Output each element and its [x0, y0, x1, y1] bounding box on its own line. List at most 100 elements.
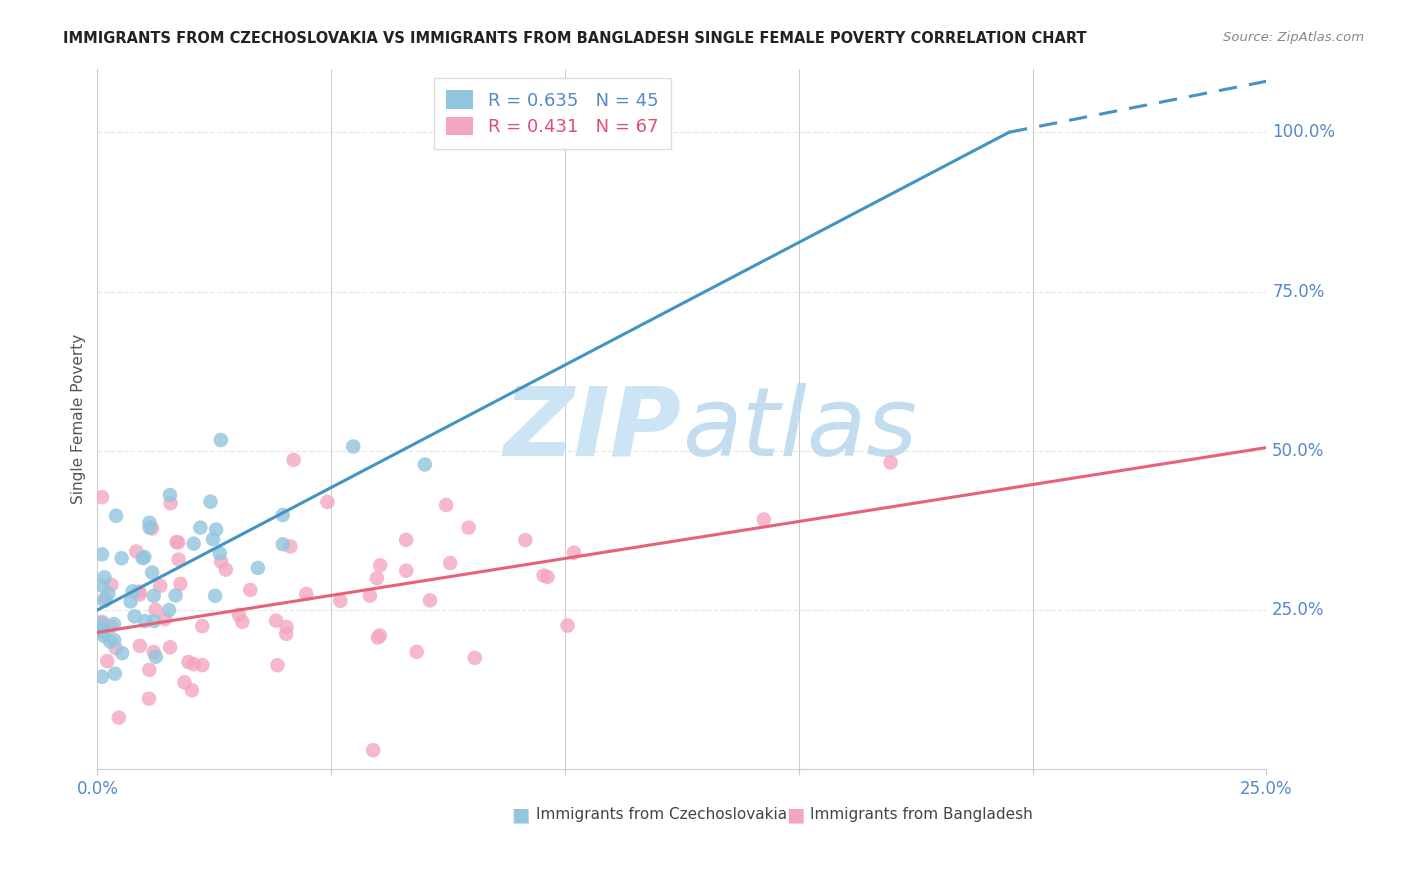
- Point: [100, 619, 122, 633]
- Point: [132, 551, 155, 566]
- Point: [94, 591, 117, 606]
- Point: [145, 649, 167, 664]
- Point: [138, 520, 160, 534]
- Point: [91, 547, 114, 561]
- Text: Source: ZipAtlas.com: Source: ZipAtlas.com: [1223, 31, 1364, 45]
- Point: [159, 496, 181, 510]
- Point: [464, 650, 486, 665]
- Point: [316, 495, 339, 509]
- Point: [405, 645, 427, 659]
- Point: [515, 533, 537, 547]
- Point: [329, 594, 352, 608]
- Point: [91, 578, 114, 592]
- Point: [149, 579, 172, 593]
- Point: [103, 617, 125, 632]
- Point: [159, 640, 181, 655]
- Point: [124, 609, 146, 624]
- Point: [125, 544, 148, 558]
- Point: [97, 587, 120, 601]
- Point: [153, 612, 176, 626]
- Point: [368, 558, 391, 573]
- Point: [107, 711, 129, 725]
- Point: [91, 670, 114, 684]
- Point: [96, 654, 118, 668]
- Point: [209, 554, 232, 568]
- Point: [183, 536, 205, 550]
- Point: [142, 589, 165, 603]
- Point: [368, 628, 391, 642]
- Point: [246, 561, 269, 575]
- Point: [367, 631, 389, 645]
- Point: [93, 570, 115, 584]
- Point: [110, 551, 132, 566]
- Point: [266, 658, 288, 673]
- Point: [457, 521, 479, 535]
- Text: ZIP: ZIP: [503, 383, 682, 476]
- Point: [191, 658, 214, 673]
- Point: [138, 516, 160, 530]
- Point: [91, 624, 114, 638]
- Point: [166, 535, 188, 549]
- Point: [93, 629, 115, 643]
- Point: [167, 535, 190, 549]
- Text: 50.0%: 50.0%: [1272, 442, 1324, 459]
- Point: [419, 593, 441, 607]
- Text: Immigrants from Bangladesh: Immigrants from Bangladesh: [810, 807, 1033, 822]
- Point: [169, 577, 191, 591]
- Point: [190, 520, 212, 534]
- Text: atlas: atlas: [682, 383, 917, 476]
- Text: 25.0%: 25.0%: [1272, 601, 1324, 619]
- Point: [128, 587, 150, 601]
- Point: [104, 666, 127, 681]
- Point: [562, 546, 585, 560]
- Point: [879, 455, 901, 469]
- Point: [103, 633, 125, 648]
- Point: [205, 523, 228, 537]
- Text: 75.0%: 75.0%: [1272, 283, 1324, 301]
- Point: [200, 494, 222, 508]
- Point: [138, 663, 160, 677]
- Point: [142, 645, 165, 659]
- Text: Immigrants from Czechoslovakia: Immigrants from Czechoslovakia: [536, 807, 787, 822]
- Point: [183, 657, 205, 672]
- Point: [557, 618, 579, 632]
- Point: [167, 552, 190, 566]
- Point: [134, 614, 156, 628]
- Point: [91, 615, 114, 629]
- Text: ■: ■: [512, 805, 530, 824]
- Point: [128, 639, 150, 653]
- Point: [138, 691, 160, 706]
- Point: [202, 533, 225, 547]
- Y-axis label: Single Female Poverty: Single Female Poverty: [72, 334, 86, 504]
- Point: [104, 641, 127, 656]
- Point: [91, 624, 114, 638]
- Legend: R = 0.635   N = 45, R = 0.431   N = 67: R = 0.635 N = 45, R = 0.431 N = 67: [433, 78, 671, 149]
- Point: [209, 433, 232, 447]
- Point: [134, 549, 156, 564]
- Point: [276, 620, 298, 634]
- Text: ■: ■: [786, 805, 804, 824]
- Point: [295, 587, 318, 601]
- Point: [413, 458, 436, 472]
- Point: [105, 508, 128, 523]
- Point: [366, 571, 388, 585]
- Point: [121, 584, 143, 599]
- Point: [395, 533, 418, 547]
- Point: [141, 521, 163, 535]
- Point: [100, 578, 122, 592]
- Point: [191, 619, 214, 633]
- Point: [91, 624, 114, 639]
- Point: [98, 634, 121, 648]
- Point: [271, 508, 294, 522]
- Point: [280, 540, 302, 554]
- Point: [361, 743, 384, 757]
- Text: 100.0%: 100.0%: [1272, 123, 1336, 141]
- Point: [752, 512, 775, 526]
- Point: [215, 563, 238, 577]
- Point: [177, 655, 200, 669]
- Point: [395, 564, 418, 578]
- Point: [533, 568, 555, 582]
- Point: [536, 570, 558, 584]
- Point: [173, 675, 195, 690]
- Point: [276, 627, 298, 641]
